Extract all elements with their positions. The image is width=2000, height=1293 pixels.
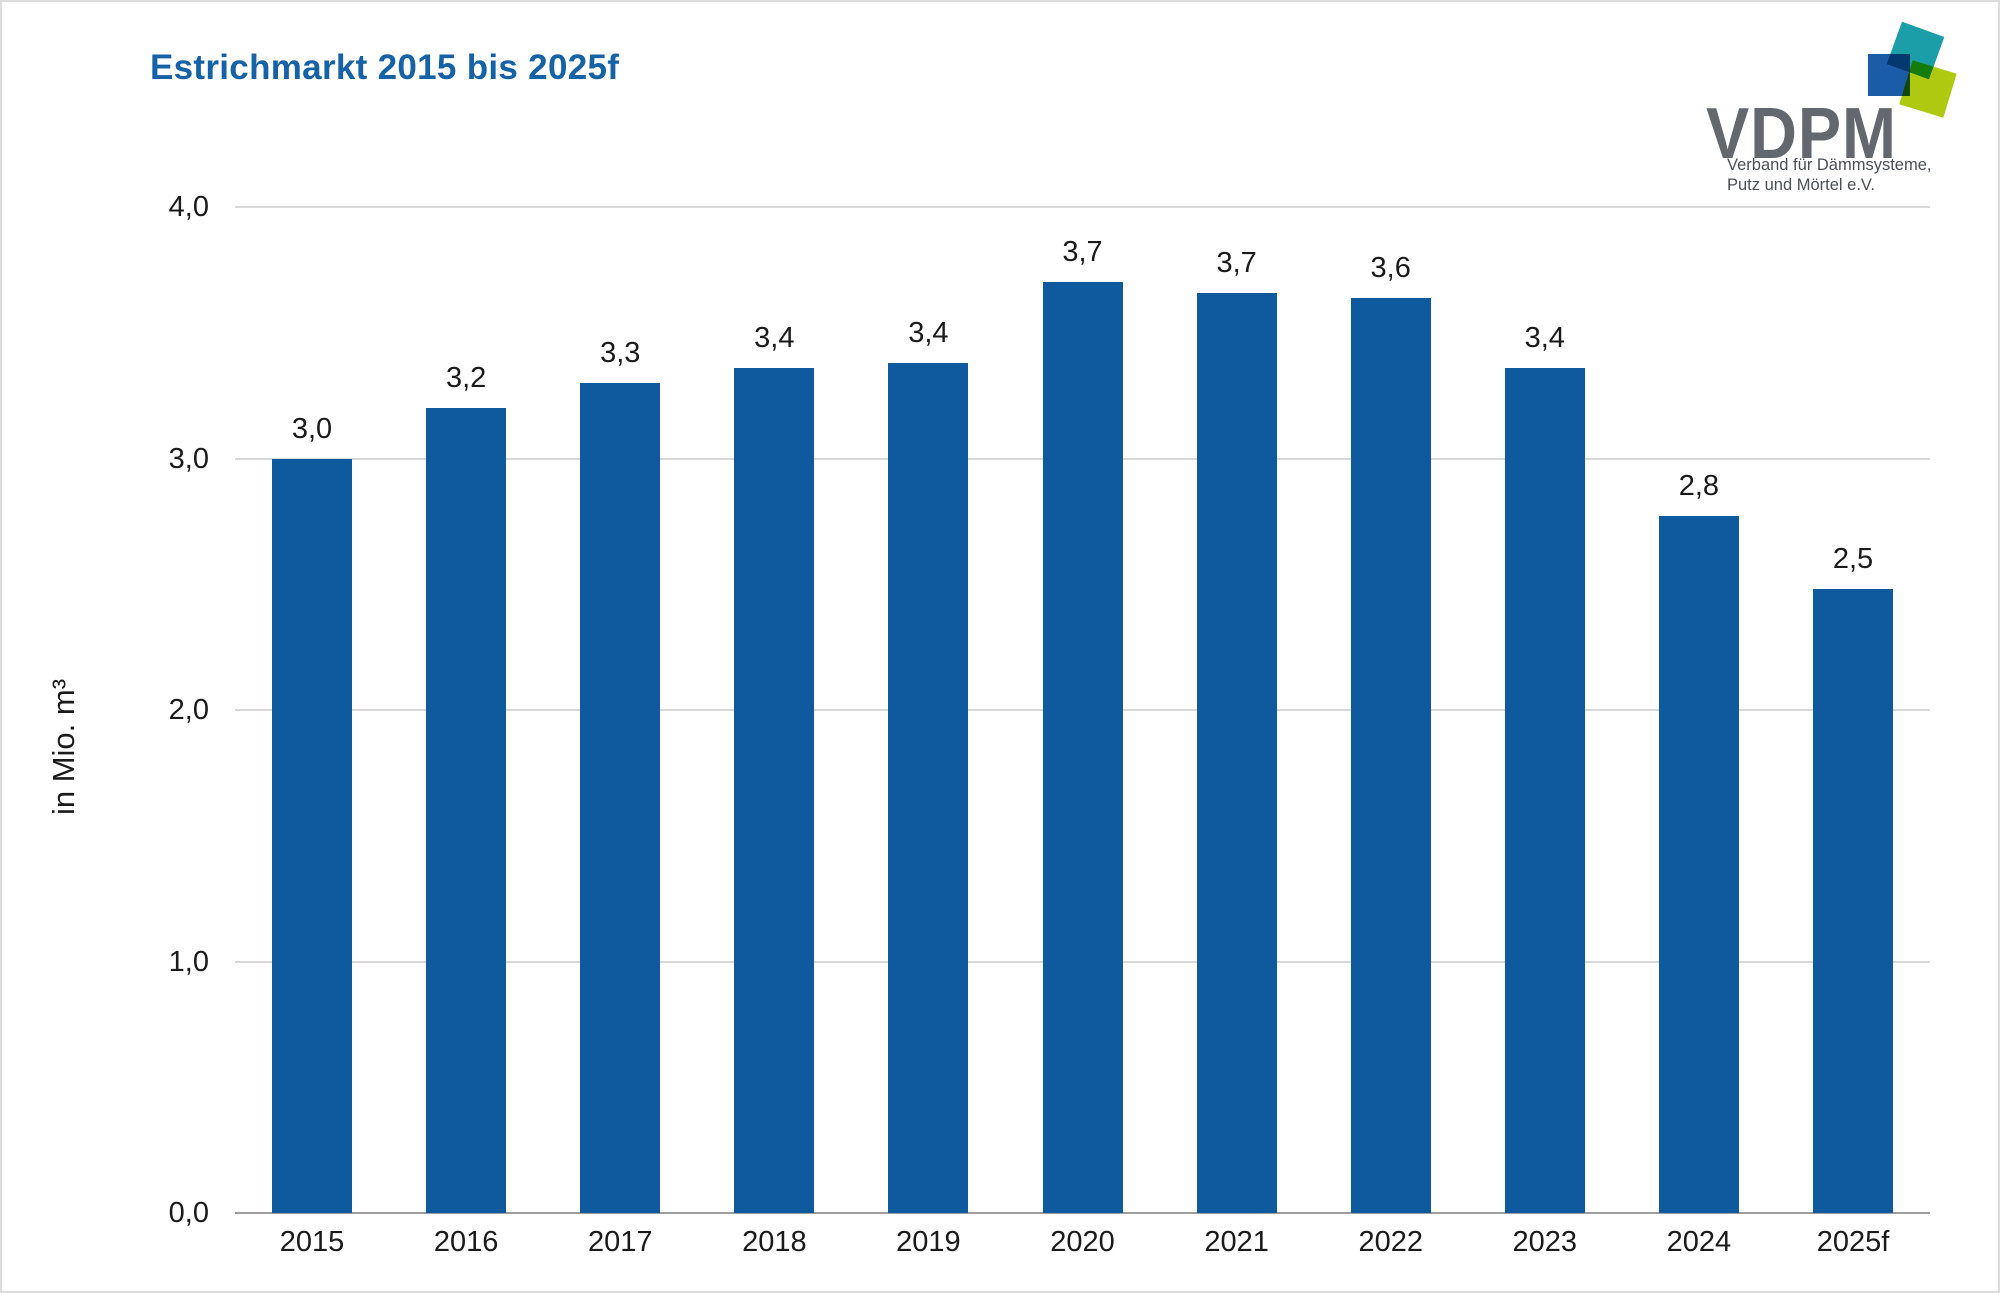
x-tick-label-2022: 2022 <box>1358 1226 1423 1258</box>
x-tick-label-2024: 2024 <box>1666 1226 1732 1258</box>
bar-value-label-2024: 2,8 <box>1678 470 1720 503</box>
bar-value-label-2025f: 2,5 <box>1832 543 1874 576</box>
x-tick-label-2019: 2019 <box>896 1226 961 1258</box>
x-tick-label-2020: 2020 <box>1050 1226 1115 1258</box>
bar-group-2024: 2,8 <box>1622 207 1776 1213</box>
vdpm-logo: VDPM Verband für Dämmsysteme, Putz und M… <box>1702 16 1992 201</box>
bar-2023 <box>1504 367 1585 1213</box>
x-tick-label-2025f: 2025f <box>1816 1226 1890 1258</box>
bar-group-2016: 3,2 <box>389 207 543 1213</box>
bar-2024 <box>1658 516 1739 1213</box>
bar-2016 <box>426 408 507 1213</box>
bar-2019 <box>888 362 969 1213</box>
x-tick-label-2021: 2021 <box>1204 1226 1269 1258</box>
x-tick-label-2017: 2017 <box>587 1226 653 1258</box>
y-tick-label-4_0: 4,0 <box>168 191 209 223</box>
bar-group-2019: 3,4 <box>851 207 1005 1213</box>
bar-group-2020: 3,7 <box>1005 207 1159 1213</box>
x-tick-label-2015: 2015 <box>279 1226 345 1258</box>
bar-group-2018: 3,4 <box>697 207 851 1213</box>
logo-tagline-line2: Putz und Mörtel e.V. <box>1727 176 1875 194</box>
bar-2020 <box>1042 282 1123 1213</box>
y-tick-label-1_0: 1,0 <box>168 945 209 978</box>
vdpm-logo-squares-icon <box>1702 16 1992 146</box>
gridline-y4 <box>235 206 1930 208</box>
bar-2015 <box>272 458 353 1213</box>
logo-blue-square-icon <box>1868 54 1910 96</box>
logo-tagline-line1: Verband für Dämmsysteme, <box>1727 156 1932 174</box>
bar-2025f <box>1812 589 1893 1213</box>
bars-row: 3,0 3,2 3,3 3,4 3,4 3,7 3,7 3,6 3,4 2,8 2,5 <box>235 207 1930 1213</box>
y-tick-label-3_0: 3,0 <box>168 442 209 475</box>
bar-2017 <box>580 383 661 1213</box>
bar-group-2015: 3,0 <box>235 207 389 1213</box>
y-axis-title: in Mio. m³ <box>46 678 81 816</box>
bar-value-label-2020: 3,7 <box>1062 236 1103 269</box>
bar-value-label-2023: 3,4 <box>1524 321 1565 354</box>
bar-value-label-2017: 3,3 <box>600 337 641 370</box>
x-tick-label-2023: 2023 <box>1512 1226 1578 1258</box>
chart-title: Estrichmarkt 2015 bis 2025f <box>150 48 620 87</box>
x-tick-label-2016: 2016 <box>433 1226 499 1258</box>
bar-value-label-2018: 3,4 <box>754 321 795 354</box>
y-tick-label-2_0: 2,0 <box>168 694 209 726</box>
bar-2021 <box>1196 292 1277 1213</box>
logo-wordmark: VDPM <box>1706 94 1897 174</box>
bar-group-2023: 3,4 <box>1468 207 1622 1213</box>
bar-value-label-2019: 3,4 <box>908 316 949 349</box>
bar-group-2017: 3,3 <box>543 207 697 1213</box>
y-tick-label-0_0: 0,0 <box>168 1197 209 1229</box>
bar-2018 <box>734 367 815 1213</box>
bar-value-label-2015: 3,0 <box>291 412 333 445</box>
x-axis-labels: 2015 2016 2017 2018 2019 2020 2021 2022 2023 2024… <box>235 1226 1930 1259</box>
bar-value-label-2016: 3,2 <box>445 362 487 395</box>
logo-tagline: Verband für Dämmsysteme, Putz und Mörtel… <box>1727 155 1932 195</box>
plot-area: 3,0 3,2 3,3 3,4 3,4 3,7 3,7 3,6 3,4 2,8 2,5 <box>235 206 1930 1214</box>
bar-value-label-2021: 3,7 <box>1216 246 1257 279</box>
bar-group-2025f: 2,5 <box>1776 207 1930 1213</box>
x-tick-label-2018: 2018 <box>742 1226 807 1258</box>
bar-2022 <box>1350 297 1431 1213</box>
bar-group-2022: 3,6 <box>1314 207 1468 1213</box>
x-axis-line <box>235 1212 1930 1214</box>
bar-group-2021: 3,7 <box>1160 207 1314 1213</box>
bar-value-label-2022: 3,6 <box>1370 251 1411 284</box>
